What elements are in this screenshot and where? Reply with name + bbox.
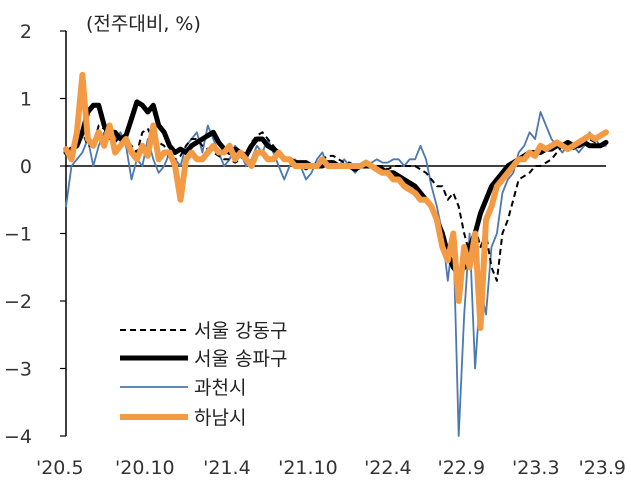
y-tick-label: −3 [4, 359, 32, 381]
legend-label-3: 과천시 [194, 377, 246, 399]
x-tick-label: '22.9 [438, 457, 486, 479]
y-tick-label: −2 [4, 291, 32, 313]
x-tick-label: '20.5 [36, 457, 84, 479]
y-tick-label: 1 [20, 89, 32, 111]
x-tick-label: '21.4 [203, 457, 251, 479]
legend-label-2: 서울 송파구 [194, 348, 287, 370]
x-tick-label: '21.10 [278, 457, 338, 479]
legend-label-4: 하남시 [194, 407, 246, 429]
x-tick-label: '22.4 [364, 457, 412, 479]
x-tick-label: '23.9 [578, 457, 626, 479]
series-layer [63, 71, 609, 437]
y-tick-label: 2 [20, 21, 32, 43]
y-tick-label: −1 [4, 224, 32, 246]
series-line-4 [63, 71, 609, 331]
y-tick-label: 0 [20, 156, 32, 178]
y-tick-label: −4 [4, 426, 32, 448]
unit-label: (전주대비, %) [86, 13, 201, 35]
legend-label-1: 서울 강동구 [194, 320, 287, 342]
series-line-2 [63, 99, 609, 277]
x-tick-label: '20.10 [115, 457, 175, 479]
y-axis-ticks: 2 1 0 −1 −2 −3 −4 [4, 21, 66, 448]
x-axis-ticks: '20.5 '20.10 '21.4 '21.10 '22.4 '22.9 '23.3 '23… [36, 457, 626, 479]
x-tick-label: '23.3 [512, 457, 560, 479]
